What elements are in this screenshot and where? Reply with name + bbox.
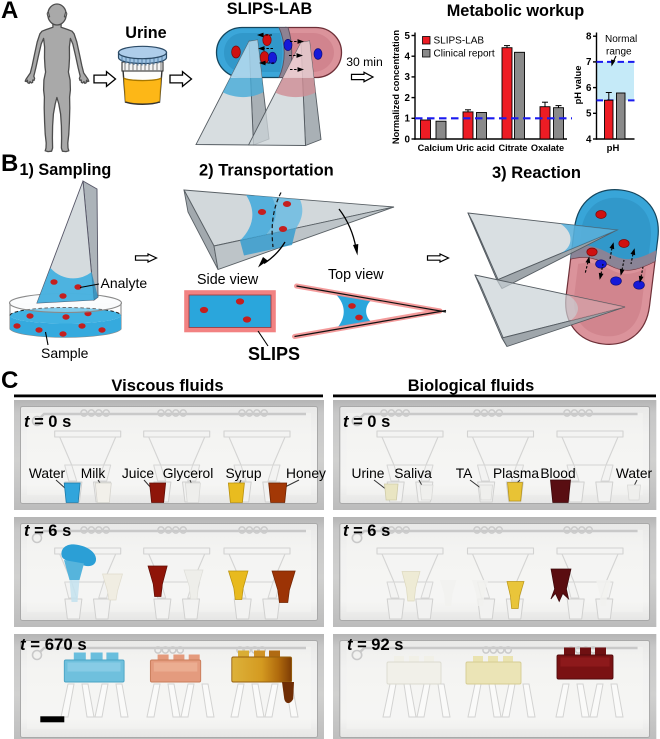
svg-text:Plasma: Plasma: [493, 466, 539, 481]
svg-text:t = 6 s: t = 6 s: [24, 522, 71, 540]
svg-text:Top view: Top view: [328, 267, 384, 283]
svg-text:3: 3: [405, 72, 411, 83]
svg-text:4: 4: [586, 134, 592, 145]
svg-text:Normal: Normal: [605, 34, 637, 45]
svg-text:t = 0 s: t = 0 s: [24, 413, 71, 431]
svg-text:Milk: Milk: [81, 466, 106, 481]
svg-text:Saliva: Saliva: [394, 466, 432, 481]
svg-text:t = 670 s: t = 670 s: [20, 635, 87, 654]
svg-text:Clinical report: Clinical report: [434, 49, 495, 60]
svg-text:SLIPS-LAB: SLIPS-LAB: [434, 36, 485, 47]
svg-text:1) Sampling: 1) Sampling: [20, 161, 112, 179]
svg-text:pH value: pH value: [573, 66, 583, 105]
svg-text:range: range: [606, 47, 632, 58]
svg-text:Juice: Juice: [122, 466, 155, 481]
svg-text:Viscous fluids: Viscous fluids: [111, 376, 223, 395]
svg-text:Blood: Blood: [540, 466, 575, 481]
svg-text:Metabolic workup: Metabolic workup: [447, 2, 585, 20]
svg-text:Honey: Honey: [286, 466, 326, 481]
svg-text:Side view: Side view: [197, 272, 259, 288]
svg-text:t = 0 s: t = 0 s: [343, 413, 390, 431]
svg-text:2) Transportation: 2) Transportation: [199, 162, 334, 180]
svg-text:5: 5: [405, 31, 411, 42]
svg-text:Uric acid: Uric acid: [456, 143, 495, 153]
svg-text:Sample: Sample: [41, 345, 89, 361]
svg-text:2: 2: [405, 93, 411, 104]
svg-text:Biological fluids: Biological fluids: [408, 377, 535, 395]
svg-text:Urine: Urine: [125, 24, 166, 42]
svg-text:6: 6: [586, 83, 592, 94]
svg-text:1: 1: [405, 114, 411, 125]
svg-text:A: A: [1, 0, 18, 24]
svg-text:Normalized concentration: Normalized concentration: [391, 30, 401, 144]
svg-text:Glycerol: Glycerol: [163, 466, 214, 481]
svg-text:t = 6 s: t = 6 s: [343, 522, 390, 540]
svg-text:5: 5: [586, 109, 592, 120]
svg-text:Syrup: Syrup: [225, 466, 261, 481]
svg-text:Oxalate: Oxalate: [531, 143, 564, 153]
svg-text:0: 0: [405, 134, 411, 145]
svg-text:4: 4: [405, 52, 411, 63]
svg-text:Water: Water: [616, 466, 653, 481]
svg-text:Water: Water: [29, 466, 66, 481]
svg-text:C: C: [1, 367, 18, 394]
svg-text:Calcium: Calcium: [418, 143, 454, 153]
svg-text:pH: pH: [607, 143, 620, 154]
svg-text:SLIPS: SLIPS: [248, 344, 300, 364]
svg-text:TA: TA: [456, 466, 473, 481]
svg-text:Citrate: Citrate: [498, 143, 527, 153]
svg-text:B: B: [1, 150, 18, 177]
svg-text:8: 8: [586, 32, 592, 43]
svg-text:Analyte: Analyte: [101, 275, 148, 291]
svg-text:30 min: 30 min: [346, 55, 383, 69]
svg-text:Urine: Urine: [352, 466, 385, 481]
svg-text:3) Reaction: 3) Reaction: [492, 164, 581, 182]
svg-text:SLIPS-LAB: SLIPS-LAB: [227, 0, 312, 18]
svg-text:7: 7: [586, 57, 592, 68]
svg-text:t = 92 s: t = 92 s: [347, 636, 403, 654]
